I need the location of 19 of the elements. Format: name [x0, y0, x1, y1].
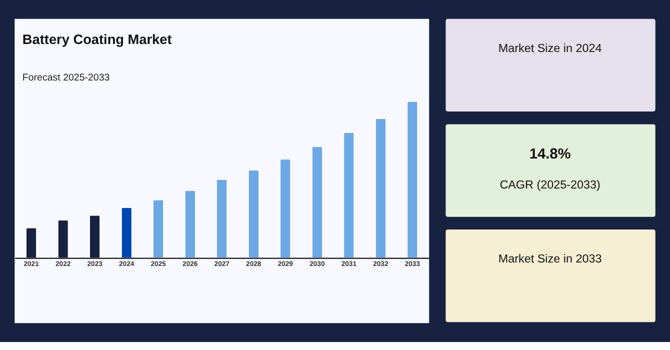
chart-subtitle: Forecast 2025-2033: [22, 72, 110, 84]
bar: [376, 118, 386, 258]
bar: [408, 102, 418, 258]
bar: [248, 170, 259, 258]
bar: [90, 216, 100, 258]
text: CAGR (2025-2033): [500, 178, 600, 192]
text: Market Size in 2033: [498, 252, 602, 266]
bar: [122, 208, 132, 258]
text: 14.8%: [529, 146, 571, 162]
bar: [26, 228, 36, 258]
bar: [312, 147, 322, 258]
bar: [216, 180, 227, 258]
bar: [185, 190, 195, 258]
bar: [153, 200, 164, 258]
chart-title: Battery Coating Market: [22, 32, 172, 48]
bar: [280, 159, 290, 258]
bar: [344, 132, 354, 258]
text: Market Size in 2024: [498, 42, 602, 56]
bar: [58, 220, 68, 258]
